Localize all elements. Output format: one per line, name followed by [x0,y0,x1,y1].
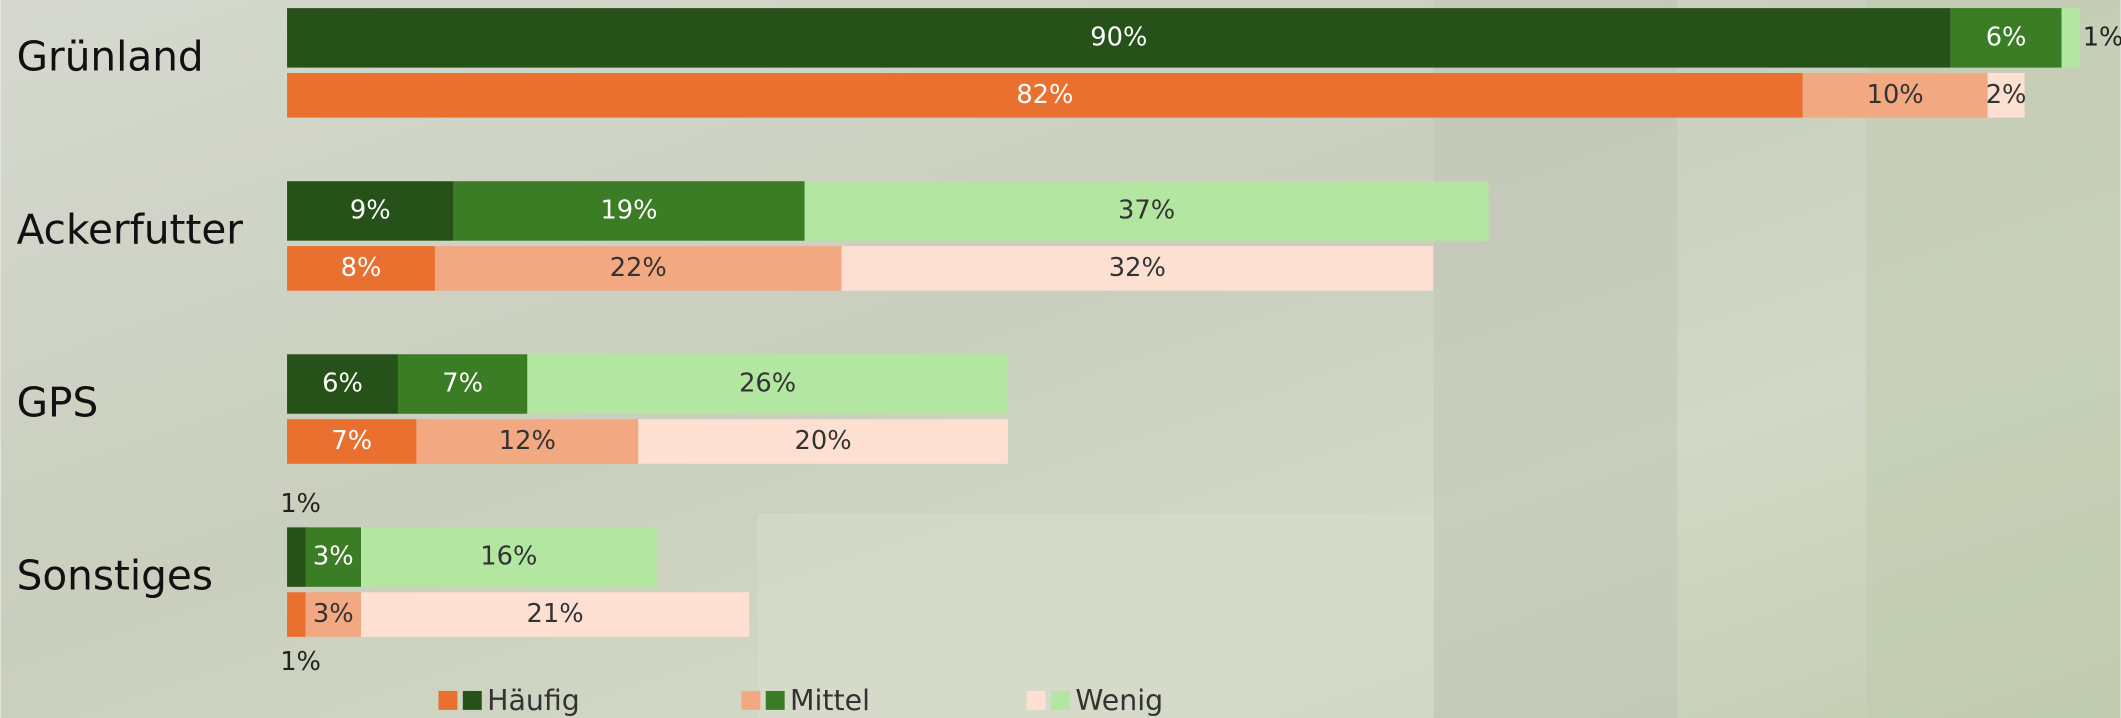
value-label: 7% [331,426,372,456]
value-label: 82% [1016,80,1073,110]
legend-label: Mittel [790,684,870,717]
value-label: 10% [1867,80,1924,110]
legend-swatch [438,690,458,710]
plot-area: Grünland 90% 6% 1% 82% 10% 2% Ackerfutter 9% 19% 3… [17,8,2121,717]
category-label: GPS [17,379,99,427]
bar-segment [287,73,1803,118]
value-label: 9% [350,195,391,225]
bar-segment [416,419,639,464]
bar-segment [841,246,1434,291]
bar-segment [360,527,657,587]
background-tree [1433,0,1678,718]
bar-segment [804,181,1489,241]
value-label: 22% [610,253,667,283]
legend-swatch [741,690,761,710]
value-label: 3% [313,599,354,629]
category-label: Ackerfutter [17,206,244,254]
background-path [757,513,1434,718]
legend-label: Wenig [1075,684,1163,717]
bar-segment [2061,8,2081,68]
bar-segment [1802,73,1988,118]
bar-segment [287,354,398,414]
background-tree [1866,0,2121,718]
bar-segment [453,181,805,241]
value-label: 2% [1986,80,2027,110]
category-label: Sonstiges [17,552,213,600]
value-label: 8% [341,253,382,283]
bar-segment [397,354,528,414]
bar-segment [305,592,361,637]
bar-segment [305,527,361,587]
value-label: 37% [1118,195,1175,225]
value-label: 90% [1090,22,1147,52]
value-label: 1% [2083,22,2121,52]
bar-segment [287,8,1951,68]
bar-segment [527,354,1008,414]
value-label: 26% [739,369,796,399]
legend-swatch [1026,690,1046,710]
value-label: 21% [527,599,584,629]
value-label: 20% [795,426,852,456]
bar-segment [287,592,306,637]
value-label: 6% [322,369,363,399]
bar-segment [638,419,1008,464]
bar-segment [1950,8,2062,68]
legend-swatch [765,690,785,710]
bar-segment [360,592,750,637]
bar-segment [287,246,435,291]
legend-swatch [1051,690,1070,710]
value-label: 6% [1986,22,2027,52]
value-label: 16% [480,542,537,572]
bar-segment [287,419,417,464]
bar-segment [1987,73,2025,118]
value-label: 1% [280,489,321,519]
value-label: 1% [280,647,321,677]
value-label: 12% [499,426,556,456]
bar-segment [434,246,842,291]
bar-segment [287,527,306,587]
category-label: Grünland [17,32,204,80]
value-label: 32% [1109,253,1166,283]
value-label: 3% [313,542,354,572]
legend-label: Häufig [487,684,580,717]
legend-swatch [462,690,482,710]
value-label: 19% [600,195,657,225]
bar-segment [287,181,454,241]
value-label: 7% [442,369,483,399]
